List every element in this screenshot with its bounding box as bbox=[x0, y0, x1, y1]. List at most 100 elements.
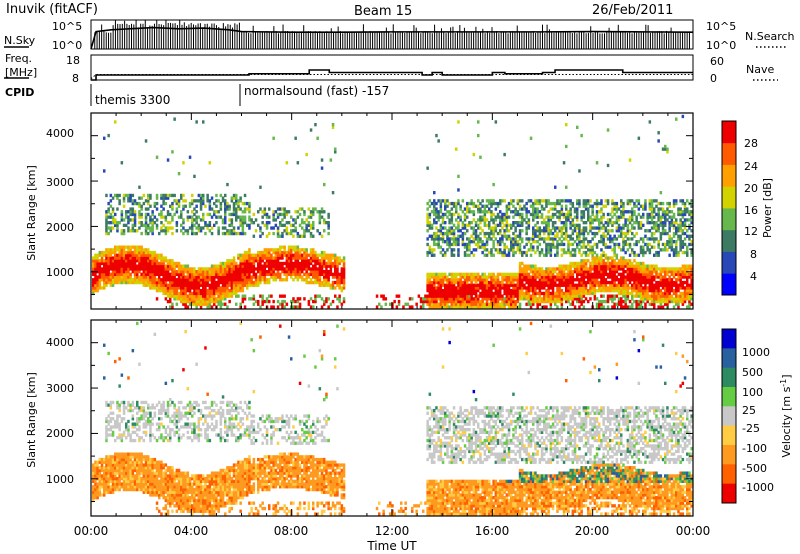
heatmap-cell bbox=[468, 294, 471, 298]
heatmap-cell bbox=[494, 215, 498, 219]
heatmap-cell bbox=[598, 223, 601, 228]
heatmap-cell bbox=[325, 280, 328, 285]
heatmap-cell bbox=[626, 264, 630, 268]
heatmap-cell bbox=[613, 275, 616, 279]
heatmap-cell bbox=[204, 286, 207, 290]
heatmap-cell bbox=[437, 291, 440, 296]
heatmap-cell bbox=[521, 218, 524, 222]
heatmap-cell bbox=[182, 231, 185, 236]
heatmap-cell bbox=[292, 256, 295, 260]
heatmap-cell bbox=[243, 264, 247, 268]
heatmap-cell bbox=[248, 270, 251, 274]
heatmap-cell bbox=[122, 275, 126, 279]
heatmap-cell bbox=[243, 294, 247, 298]
heatmap-cell bbox=[573, 291, 577, 296]
heatmap-cell bbox=[514, 237, 517, 241]
heatmap-cell bbox=[593, 294, 597, 298]
heatmap-cell bbox=[417, 294, 421, 298]
heatmap-cell bbox=[232, 283, 236, 287]
heatmap-cell bbox=[230, 212, 234, 217]
heatmap-cell bbox=[323, 256, 326, 260]
heatmap-cell bbox=[611, 248, 614, 252]
heatmap-cell bbox=[323, 272, 326, 277]
heatmap-cell bbox=[107, 201, 110, 206]
heatmap-cell bbox=[538, 242, 542, 247]
heatmap-cell bbox=[551, 280, 555, 285]
heatmap-cell bbox=[105, 231, 108, 236]
heatmap-cell bbox=[521, 261, 524, 266]
heatmap-cell bbox=[105, 256, 108, 260]
heatmap-cell bbox=[626, 294, 630, 298]
heatmap-cell bbox=[543, 207, 546, 211]
heatmap-cell bbox=[199, 204, 203, 208]
heatmap-cell bbox=[587, 253, 590, 257]
heatmap-cell bbox=[430, 234, 434, 238]
heatmap-cell bbox=[481, 215, 484, 219]
heatmap-cell bbox=[505, 237, 509, 241]
heatmap-cell bbox=[226, 283, 229, 287]
heatmap-cell bbox=[153, 204, 157, 208]
heatmap-cell bbox=[512, 294, 515, 298]
heatmap-cell bbox=[171, 231, 174, 236]
heatmap-cell bbox=[567, 242, 570, 247]
heatmap-cell bbox=[246, 286, 249, 290]
heatmap-cell bbox=[206, 299, 209, 304]
heatmap-cell bbox=[580, 297, 583, 301]
heatmap-cell bbox=[129, 280, 132, 285]
heatmap-cell bbox=[598, 240, 601, 244]
heatmap-cell bbox=[120, 215, 124, 219]
heatmap-cell bbox=[149, 264, 152, 268]
heatmap-cell bbox=[571, 270, 575, 274]
heatmap-cell bbox=[140, 256, 143, 260]
heatmap-cell bbox=[171, 289, 174, 293]
heatmap-cell bbox=[479, 278, 482, 282]
heatmap-cell bbox=[587, 240, 590, 244]
heatmap-cell bbox=[107, 272, 110, 277]
heatmap-cell bbox=[252, 267, 256, 271]
heatmap-cell bbox=[122, 259, 126, 263]
heatmap-cell bbox=[140, 267, 143, 271]
heatmap-cell bbox=[133, 215, 137, 219]
heatmap-cell bbox=[133, 261, 137, 266]
heatmap-cell bbox=[342, 278, 346, 282]
heatmap-cell bbox=[252, 283, 256, 287]
heatmap-cell bbox=[285, 267, 289, 271]
heatmap-cell bbox=[301, 226, 304, 230]
heatmap-cell bbox=[232, 226, 236, 230]
heatmap-cell bbox=[428, 280, 432, 285]
heatmap-cell bbox=[298, 248, 302, 252]
heatmap-cell bbox=[235, 201, 238, 206]
heatmap-cell bbox=[488, 250, 491, 255]
heatmap-cell bbox=[452, 242, 456, 247]
heatmap-cell bbox=[166, 291, 170, 296]
heatmap-cell bbox=[314, 207, 317, 211]
heatmap-cell bbox=[144, 272, 148, 277]
heatmap-cell bbox=[186, 283, 190, 287]
heatmap-cell bbox=[274, 261, 278, 266]
heatmap-cell bbox=[166, 283, 170, 287]
heatmap-cell bbox=[538, 302, 542, 306]
heatmap-cell bbox=[215, 264, 218, 268]
heatmap-cell bbox=[228, 259, 231, 263]
heatmap-cell bbox=[217, 283, 220, 287]
heatmap-cell bbox=[177, 291, 181, 296]
heatmap-cell bbox=[199, 199, 203, 203]
heatmap-cell bbox=[265, 272, 269, 277]
heatmap-cell bbox=[111, 215, 115, 219]
heatmap-cell bbox=[92, 283, 95, 287]
heatmap-cell bbox=[325, 253, 328, 257]
heatmap-cell bbox=[510, 280, 513, 285]
heatmap-cell bbox=[587, 212, 590, 217]
heatmap-cell bbox=[624, 275, 627, 279]
heatmap-cell bbox=[578, 294, 581, 298]
heatmap-cell bbox=[461, 237, 465, 241]
heatmap-cell bbox=[479, 240, 482, 244]
heatmap-cell bbox=[474, 302, 478, 306]
heatmap-cell bbox=[571, 280, 575, 285]
heatmap-cell bbox=[177, 283, 181, 287]
heatmap-cell bbox=[226, 182, 229, 187]
heatmap-cell bbox=[527, 248, 531, 252]
heatmap-cell bbox=[457, 305, 460, 309]
heatmap-cell bbox=[213, 294, 216, 298]
heatmap-cell bbox=[171, 291, 174, 296]
